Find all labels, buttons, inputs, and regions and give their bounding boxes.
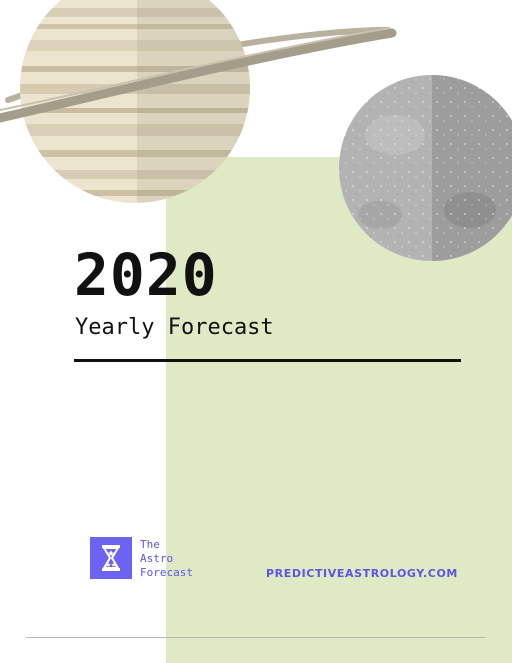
brand-name-line2: Astro xyxy=(140,552,174,565)
saturn-ring-front xyxy=(0,28,397,123)
footer-divider xyxy=(26,637,486,638)
brand-name-line3: Forecast xyxy=(140,566,193,579)
moon-planet xyxy=(339,75,512,261)
website-link[interactable]: PREDICTIVEASTROLOGY.COM xyxy=(266,567,458,580)
planets-illustration xyxy=(0,0,512,261)
cover-subtitle: Yearly Forecast xyxy=(75,315,274,340)
cover-year: 2020 xyxy=(74,241,218,309)
hourglass-stars-icon xyxy=(90,537,132,579)
title-divider xyxy=(74,359,461,362)
brand-name: The Astro Forecast xyxy=(140,538,230,580)
brand-name-line1: The xyxy=(140,538,160,551)
